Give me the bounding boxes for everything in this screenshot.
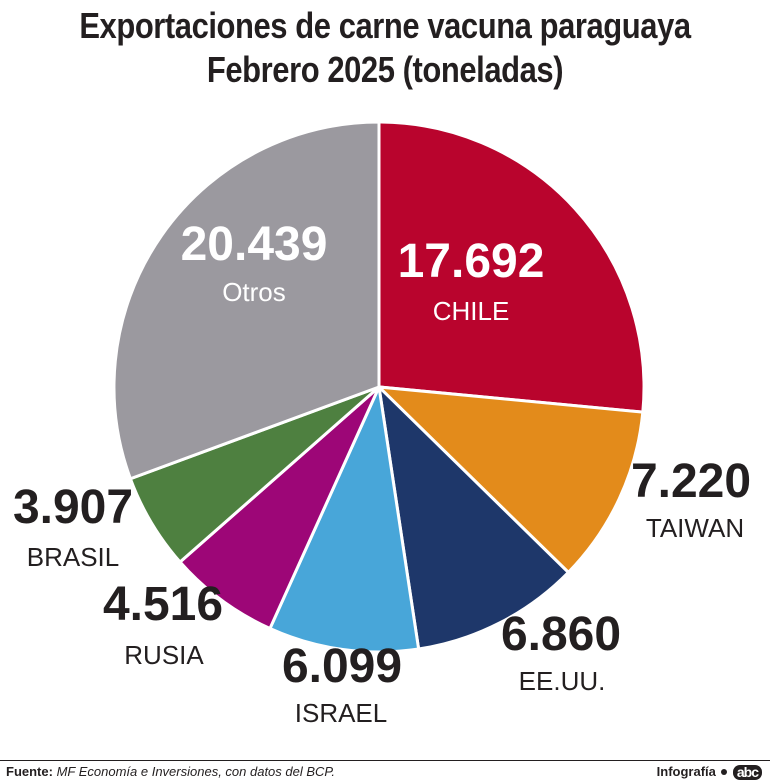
value-label-brasil: 3.907 [13,481,133,534]
chart-title: Exportaciones de carne vacuna paraguaya … [54,4,716,92]
category-label-taiwan: TAIWAN [646,513,744,543]
pie-slice-israel [268,385,421,654]
value-label-otros: 20.439 [181,218,328,271]
category-label-otros: Otros [222,277,286,307]
source-note: Fuente: MF Economía e Inversiones, con d… [6,761,335,783]
title-line-1: Exportaciones de carne vacuna paraguaya [79,5,691,46]
value-label-rusia: 4.516 [103,578,223,631]
source-label: Fuente: [6,764,53,779]
category-label-brasil: BRASIL [27,542,120,572]
title-line-2: Febrero 2025 (toneladas) [206,49,564,90]
footer: Fuente: MF Economía e Inversiones, con d… [0,760,770,783]
pie-slice-rusia [178,385,381,631]
value-label-eeuu: 6.860 [501,608,621,661]
source-text: MF Economía e Inversiones, con datos del… [56,764,336,779]
pie-slice-otros [112,120,381,481]
category-label-israel: ISRAEL [295,698,388,728]
pie-chart: 17.692 CHILE 7.220 TAIWAN 6.860 EE.UU. 6.099 IS… [13,120,751,728]
pie-slice-taiwan [377,385,645,574]
pie-slice-chile [377,120,646,414]
abc-logo: abc [732,764,762,780]
category-label-chile: CHILE [433,296,510,326]
value-label-israel: 6.099 [282,640,402,693]
credit-label: Infografía [656,764,716,779]
value-label-chile: 17.692 [398,235,545,288]
value-label-taiwan: 7.220 [631,455,751,508]
category-label-rusia: RUSIA [124,640,204,670]
pie-slice-eeuu [377,385,570,651]
credit: Infografía abc [657,761,762,783]
category-label-eeuu: EE.UU. [519,666,606,696]
bullet-icon [720,769,727,775]
